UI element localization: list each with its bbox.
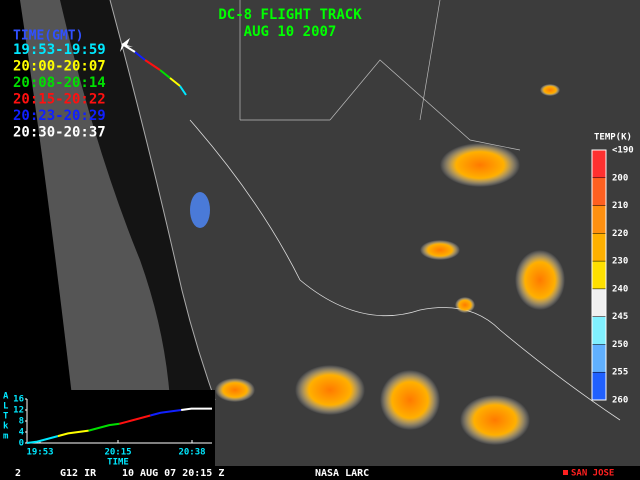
coastline: [189, 119, 621, 421]
colorbar-label: 230: [612, 257, 628, 267]
profile-panel: [0, 390, 215, 466]
axis-label: L: [3, 402, 9, 412]
legend-title: TIME(GMT): [13, 29, 83, 44]
y-tick-label: 8: [19, 417, 24, 427]
colorbar-label: 200: [612, 173, 628, 183]
title: DC-8 FLIGHT TRACK: [218, 7, 362, 23]
axis-label: T: [3, 412, 9, 422]
altitude-line: [119, 414, 151, 425]
coastline: [109, 0, 216, 401]
altitude-line: [181, 407, 212, 411]
altitude-line: [57, 429, 89, 438]
altitude-line: [88, 422, 120, 432]
colorbar-swatch: [592, 372, 606, 400]
colorbar-swatch: [592, 344, 606, 373]
x-tick-label: 20:15: [104, 448, 131, 458]
legend-item: 20:00-20:07: [13, 59, 106, 75]
colorbar-label: 260: [612, 396, 628, 406]
legend-item: 20:30-20:37: [13, 125, 106, 141]
y-tick-label: 4: [19, 428, 25, 438]
axis-label: k: [3, 422, 9, 432]
datetime: 10 AUG 07 20:15 Z: [122, 468, 224, 479]
y-tick-label: 0: [19, 439, 24, 449]
colorbar-swatch: [592, 261, 606, 289]
altitude-line: [26, 435, 59, 444]
x-tick-label: 19:53: [26, 448, 53, 458]
colorbar-swatch: [592, 288, 606, 317]
legend-item: 19:53-19:59: [13, 42, 106, 58]
sensor: G12 IR: [60, 468, 97, 479]
colorbar-label: <190: [612, 146, 634, 156]
date: AUG 10 2007: [244, 24, 337, 40]
altitude-line: [150, 409, 182, 417]
colorbar-swatch: [592, 177, 606, 206]
x-axis-label: TIME: [107, 458, 129, 468]
channel: 2: [15, 468, 21, 479]
colorbar-frame: [591, 149, 607, 401]
legend-item: 20:15-20:22: [13, 92, 106, 108]
colorbar-swatch: [592, 233, 606, 262]
y-tick-label: 12: [13, 406, 24, 416]
colorbar-swatch: [592, 316, 606, 345]
colorbar-title: TEMP(K): [594, 133, 632, 143]
cold-cloud: [190, 192, 210, 228]
colorbar-label: 250: [612, 340, 628, 350]
flight-track: [120, 38, 187, 96]
axis-label: A: [3, 392, 9, 402]
borders: [239, 0, 521, 151]
source: NASA LARC: [315, 468, 369, 479]
colorbar-label: 220: [612, 229, 628, 239]
colorbar-label: 245: [612, 312, 628, 322]
colorbar-swatch: [592, 150, 606, 178]
x-tick-label: 20:38: [178, 448, 205, 458]
axis-label: m: [3, 432, 9, 442]
y-tick-label: 16: [13, 395, 24, 405]
legend-item: 20:23-20:29: [13, 108, 106, 124]
city-label: SAN JOSE: [571, 469, 614, 479]
space: [0, 0, 80, 466]
city-marker: [563, 470, 568, 475]
colorbar-label: 240: [612, 284, 628, 294]
colorbar-label: 210: [612, 201, 628, 211]
colorbar-swatch: [592, 205, 606, 234]
colorbar-label: 255: [612, 368, 628, 378]
legend-item: 20:08-20:14: [13, 75, 106, 91]
footer-bar: [0, 466, 640, 480]
clouds: [215, 84, 565, 445]
